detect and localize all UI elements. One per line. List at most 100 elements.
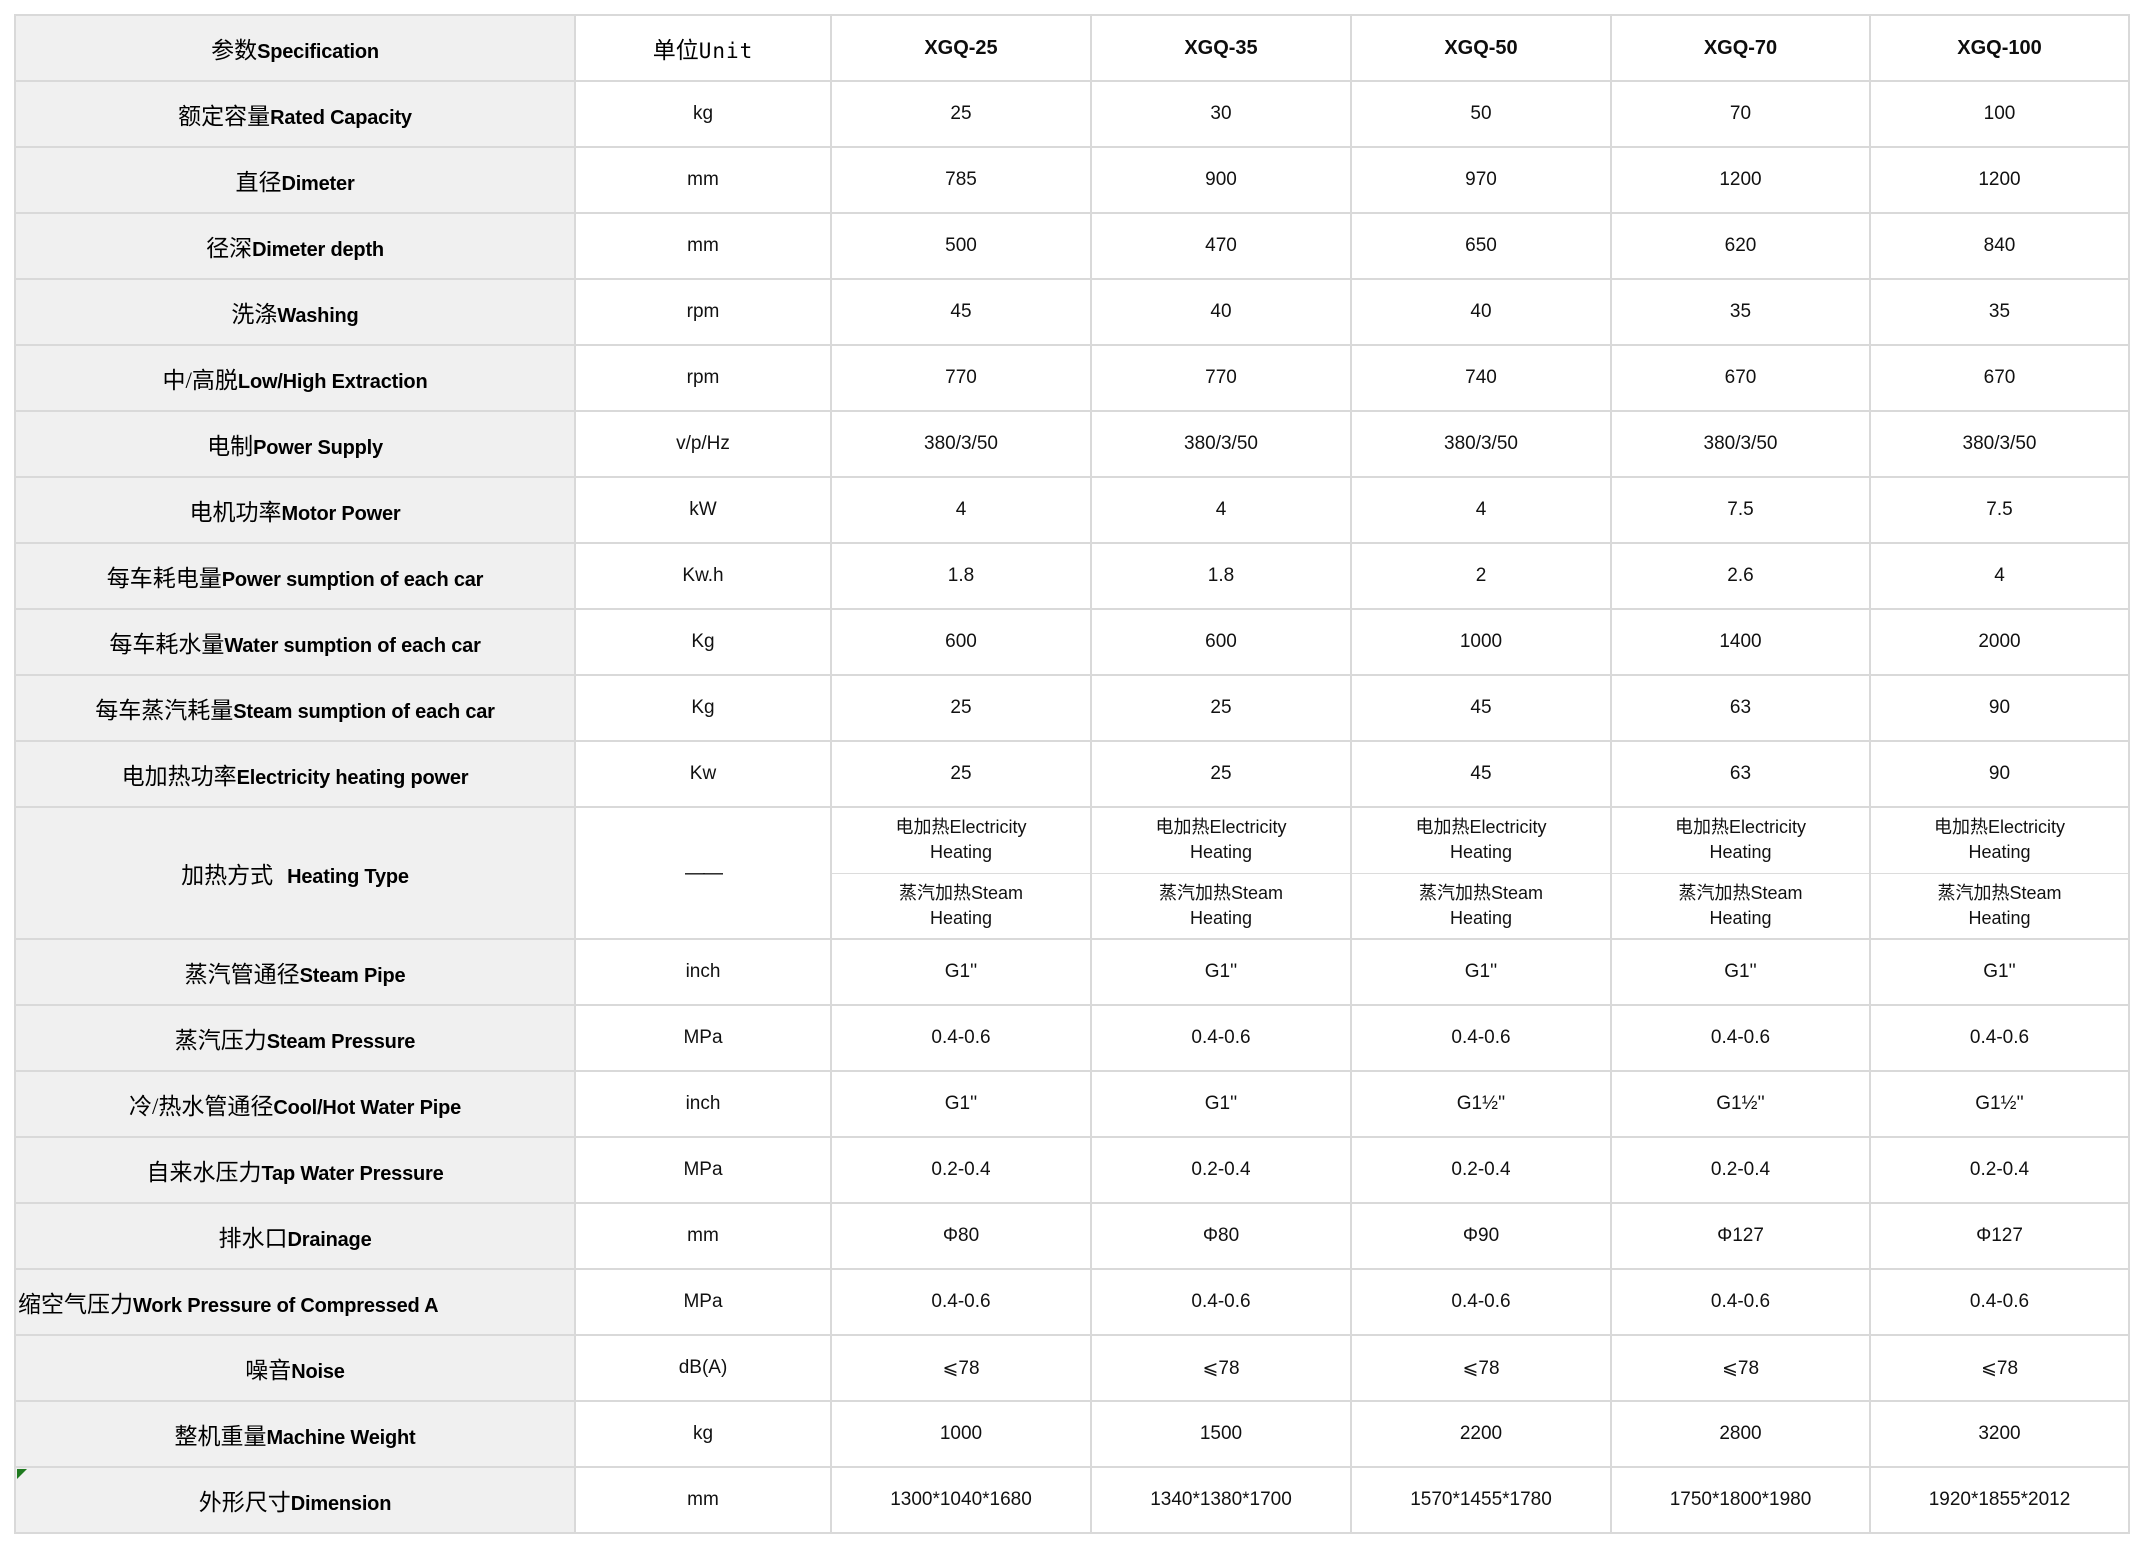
header-unit-zh: 单位 — [652, 38, 699, 63]
value-cell: 电加热Electricity Heating — [1090, 806, 1352, 874]
spec-label-en: Machine Weight — [266, 1427, 416, 1449]
unit-cell: Kw.h — [574, 542, 832, 610]
value-cell: 1570*1455*1780 — [1350, 1466, 1612, 1534]
spec-label-cell: 径深Dimeter depth — [14, 212, 576, 280]
heating-option: 蒸汽加热Steam Heating — [1937, 882, 2062, 928]
spec-label-en: Washing — [277, 305, 359, 327]
spec-label-zh: 径深 — [206, 236, 253, 261]
header-model-xgq-25: XGQ-25 — [830, 14, 1092, 82]
spec-label-en: Cool/Hot Water Pipe — [273, 1097, 462, 1119]
value-cell: 70 — [1610, 80, 1871, 148]
spec-label-en: Power Supply — [253, 437, 383, 459]
header-row: 参数Specification 单位Unit XGQ-25 XGQ-35 XGQ… — [14, 14, 2130, 82]
value-cell: Φ127 — [1869, 1202, 2130, 1270]
table-row: 自来水压力Tap Water Pressure MPa 0.2-0.4 0.2-0.4… — [14, 1136, 2130, 1204]
unit-cell: inch — [574, 938, 832, 1006]
spec-label-zh: 每车蒸汽耗量 — [95, 698, 234, 723]
header-unit-cell: 单位Unit — [574, 14, 832, 82]
value-cell: 1300*1040*1680 — [830, 1466, 1092, 1534]
value-cell: 1340*1380*1700 — [1090, 1466, 1352, 1534]
unit-cell: kW — [574, 476, 832, 544]
unit-cell: Kg — [574, 608, 832, 676]
value-cell: 1200 — [1869, 146, 2130, 214]
value-cell: 770 — [830, 344, 1092, 412]
value-cell: G1'' — [1090, 938, 1352, 1006]
value-cell: 0.4-0.6 — [830, 1004, 1092, 1072]
spec-label-en: Steam Pressure — [266, 1031, 416, 1053]
value-cell: 1.8 — [830, 542, 1092, 610]
spec-label-en: Drainage — [287, 1229, 372, 1251]
value-cell: 0.4-0.6 — [1869, 1004, 2130, 1072]
value-cell: 0.4-0.6 — [1610, 1004, 1871, 1072]
value-cell: 1750*1800*1980 — [1610, 1466, 1871, 1534]
unit-cell: mm — [574, 146, 832, 214]
value-cell: G1'' — [1090, 1070, 1352, 1138]
spec-label-en: Dimeter — [281, 173, 355, 195]
unit-cell: MPa — [574, 1136, 832, 1204]
value-cell: 4 — [1090, 476, 1352, 544]
value-cell: Φ80 — [1090, 1202, 1352, 1270]
spec-label-zh: 排水口 — [218, 1226, 288, 1251]
header-spec-zh: 参数 — [211, 38, 258, 63]
heating-option-zh: 电加热 — [1674, 817, 1729, 838]
unit-cell: rpm — [574, 278, 832, 346]
unit-cell: v/p/Hz — [574, 410, 832, 478]
heating-option: 电加热Electricity Heating — [1155, 817, 1287, 863]
value-cell: 蒸汽加热Steam Heating — [830, 872, 1092, 940]
unit-cell: inch — [574, 1070, 832, 1138]
table-row: 整机重量Machine Weight kg 1000 1500 2200 2800 3200 — [14, 1400, 2130, 1468]
value-cell: 740 — [1350, 344, 1612, 412]
value-cell: 770 — [1090, 344, 1352, 412]
value-cell: 0.4-0.6 — [1090, 1004, 1352, 1072]
header-model-xgq-50: XGQ-50 — [1350, 14, 1612, 82]
value-cell: 25 — [830, 80, 1092, 148]
spec-label-en: Work Pressure of Compressed A — [133, 1295, 439, 1317]
value-cell: 蒸汽加热Steam Heating — [1869, 872, 2130, 940]
value-cell: ⩽78 — [1610, 1334, 1871, 1402]
value-cell: 45 — [1350, 674, 1612, 742]
spec-table-container: 参数Specification 单位Unit XGQ-25 XGQ-35 XGQ… — [14, 14, 2130, 1534]
heating-option-zh: 蒸汽加热 — [1678, 882, 1751, 903]
value-cell: 蒸汽加热Steam Heating — [1610, 872, 1871, 940]
unit-cell: Kg — [574, 674, 832, 742]
table-row: 电机功率Motor Power kW 4 4 4 7.5 7.5 — [14, 476, 2130, 544]
heating-option: 蒸汽加热Steam Heating — [1678, 882, 1803, 928]
table-row: 额定容量Rated Capacity kg 25 30 50 70 100 — [14, 80, 2130, 148]
unit-cell: rpm — [574, 344, 832, 412]
table-row: 蒸汽压力Steam Pressure MPa 0.4-0.6 0.4-0.6 0.4-0… — [14, 1004, 2130, 1072]
table-row: 加热方式 Heating Type —— 电加热Electricity Heating… — [14, 806, 2130, 940]
value-cell: 1.8 — [1090, 542, 1352, 610]
unit-cell: mm — [574, 212, 832, 280]
unit-cell: dB(A) — [574, 1334, 832, 1402]
heating-option: 蒸汽加热Steam Heating — [898, 882, 1024, 928]
value-cell: ⩽78 — [1090, 1334, 1352, 1402]
spec-label-cell: 电制Power Supply — [14, 410, 576, 478]
value-cell: 2800 — [1610, 1400, 1871, 1468]
table-row: 噪音Noise dB(A) ⩽78 ⩽78 ⩽78 ⩽78 ⩽78 — [14, 1334, 2130, 1402]
value-cell: 90 — [1869, 674, 2130, 742]
spec-label-cell: 电机功率Motor Power — [14, 476, 576, 544]
value-cell: Φ127 — [1610, 1202, 1871, 1270]
spec-label-zh: 蒸汽管通径 — [184, 962, 300, 987]
spec-label-zh: 缩空气压力 — [18, 1292, 133, 1317]
spec-label-en: Motor Power — [281, 503, 401, 525]
spec-label-zh: 外形尺寸 — [198, 1490, 291, 1515]
spec-label-cell: 每车耗电量Power sumption of each car — [14, 542, 576, 610]
unit-cell: MPa — [574, 1268, 832, 1336]
value-cell: 785 — [830, 146, 1092, 214]
value-cell: G1½'' — [1610, 1070, 1871, 1138]
value-cell: 7.5 — [1869, 476, 2130, 544]
value-cell: 25 — [1090, 740, 1352, 808]
spec-label-cell: 缩空气压力Work Pressure of Compressed A — [14, 1268, 576, 1336]
heating-option: 电加热Electricity Heating — [1933, 817, 2065, 863]
table-row: 缩空气压力Work Pressure of Compressed A MPa 0.4… — [14, 1268, 2130, 1336]
spec-table: 参数Specification 单位Unit XGQ-25 XGQ-35 XGQ… — [14, 14, 2130, 1534]
spec-label-en: Dimeter depth — [252, 239, 384, 261]
value-cell: 380/3/50 — [1090, 410, 1352, 478]
header-spec-en: Specification — [257, 41, 379, 63]
spec-label-zh: 电制 — [207, 434, 254, 459]
value-cell: 0.4-0.6 — [1610, 1268, 1871, 1336]
spec-label-en: Power sumption of each car — [221, 569, 484, 591]
value-cell: 40 — [1090, 278, 1352, 346]
heating-option-zh: 蒸汽加热 — [1418, 882, 1491, 903]
